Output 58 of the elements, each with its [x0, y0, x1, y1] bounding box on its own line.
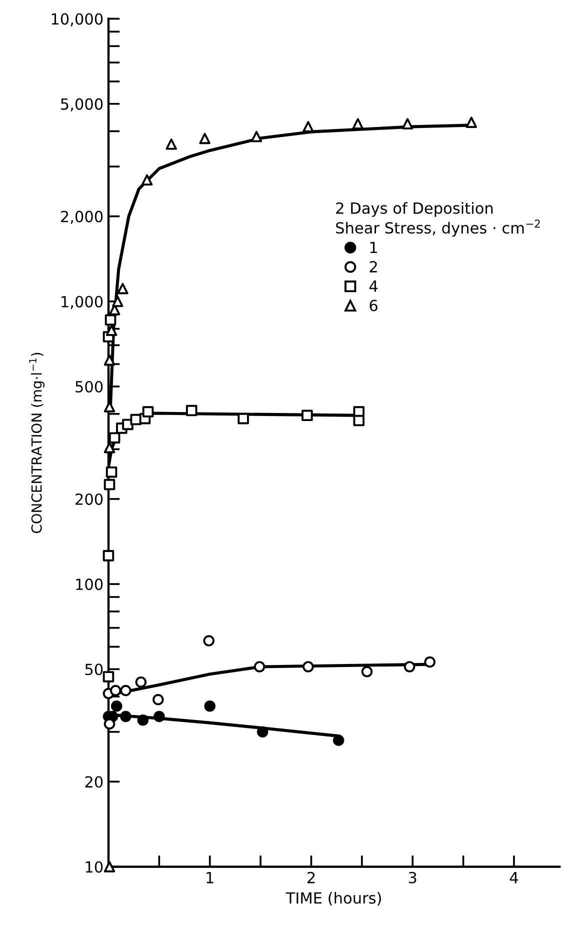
y-tick-label: 100 [76, 578, 103, 590]
point [137, 714, 149, 726]
point [154, 710, 165, 722]
point [250, 130, 262, 142]
point [353, 414, 365, 426]
x-tick-label: 3 [408, 872, 416, 884]
point [254, 661, 266, 672]
point [402, 118, 414, 130]
point [135, 676, 147, 688]
legend-title: 2 Days of Deposition Shear Stress, dynes · cm$^{−2}$ [336, 202, 540, 237]
x-axis-title: TIME (hours) [286, 892, 381, 906]
point [117, 282, 128, 294]
point [106, 466, 118, 478]
legend-label: 6 [370, 300, 378, 312]
y-tick-label: 1,000 [62, 296, 103, 309]
x-tick-label: 2 [307, 872, 315, 884]
point [102, 550, 114, 562]
legend-label: 2 [370, 260, 377, 272]
point [142, 406, 154, 418]
point [466, 116, 478, 128]
point [404, 661, 416, 672]
point [203, 635, 214, 646]
point [104, 314, 116, 326]
point [424, 656, 436, 668]
y-tick-label: 10,000 [52, 13, 103, 26]
y-tick-label: 50 [85, 664, 103, 676]
y-axis-title: CONCENTRATION (mg·l$^{−1}$) [29, 352, 44, 534]
point [302, 661, 314, 672]
y-tick-label: 10 [86, 861, 103, 873]
point [120, 684, 132, 696]
point [256, 726, 268, 738]
point [152, 694, 164, 706]
point [361, 666, 373, 678]
point [110, 684, 122, 696]
point [204, 700, 216, 712]
y-tick-label: 20 [85, 776, 103, 788]
point [199, 132, 210, 144]
point [104, 861, 116, 872]
point [302, 410, 313, 422]
point [120, 710, 132, 722]
y-tick-label: 5,000 [61, 98, 103, 112]
point [104, 478, 116, 490]
point [141, 174, 153, 186]
point [166, 138, 177, 150]
point [108, 432, 120, 444]
y-tick-label: 2,000 [61, 210, 103, 224]
x-tick-label: 1 [206, 872, 214, 884]
point [102, 671, 114, 682]
point [104, 442, 116, 454]
point [112, 296, 124, 308]
point [186, 404, 198, 416]
y-tick-label: 500 [76, 380, 103, 393]
point [110, 700, 122, 712]
legend-label: 4 [369, 280, 378, 292]
legend-label: 1 [370, 242, 377, 253]
y-tick-label: 200 [76, 493, 103, 505]
point [332, 734, 344, 746]
x-tick-label: 4 [510, 872, 518, 884]
